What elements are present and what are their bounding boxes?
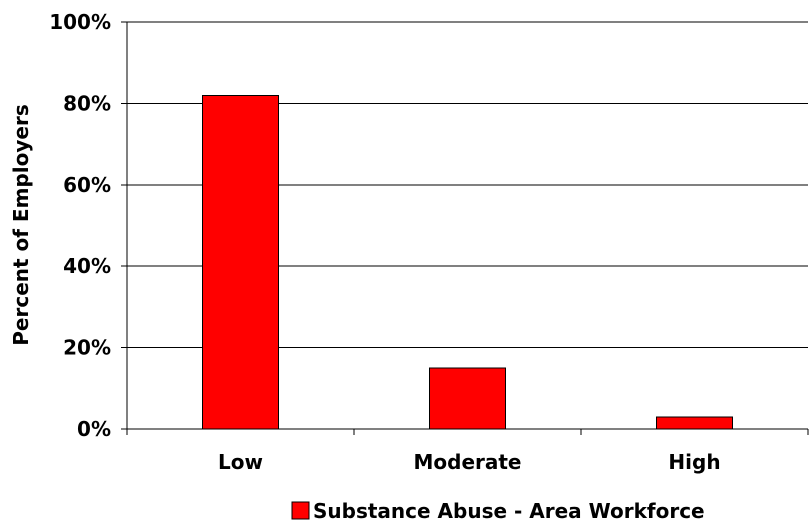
y-tick-label: 80% [63, 91, 111, 115]
y-tick-label: 40% [63, 254, 111, 278]
axes [121, 21, 809, 435]
x-tick-label: Moderate [413, 450, 521, 474]
y-tick-label: 100% [49, 10, 111, 34]
y-axis-title: Percent of Employers [9, 104, 33, 345]
y-tick-labels: 0% 20% 40% 60% 80% 100% [49, 10, 111, 441]
legend-label: Substance Abuse - Area Workforce [313, 499, 705, 523]
bar-low [202, 94, 279, 430]
legend: Substance Abuse - Area Workforce [291, 499, 705, 523]
x-tick-label: Low [218, 450, 263, 474]
y-tick-label: 0% [77, 417, 111, 441]
legend-swatch [291, 501, 310, 520]
x-tick-label: High [668, 450, 720, 474]
bar-moderate [429, 367, 506, 430]
y-tick-label: 20% [63, 336, 111, 360]
x-tick-labels: Low Moderate High [218, 450, 721, 474]
bar-high [656, 416, 733, 430]
bars [202, 94, 733, 430]
y-tick-label: 60% [63, 173, 111, 197]
